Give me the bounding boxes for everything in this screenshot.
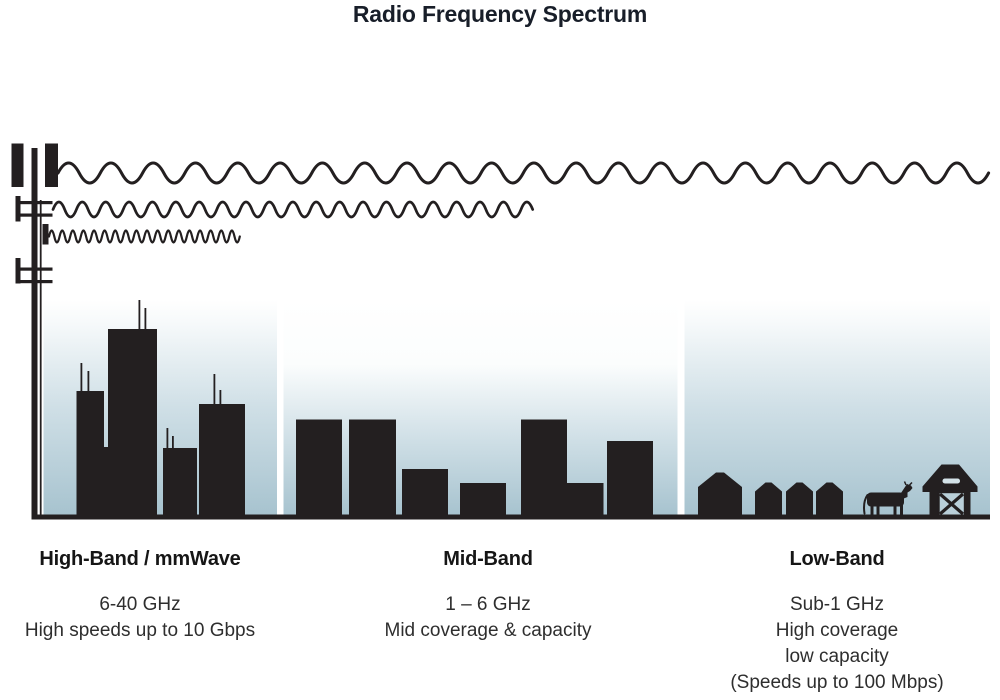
band-description: 1 – 6 GHz Mid coverage & capacity [384, 594, 592, 641]
antenna-panel [45, 143, 58, 187]
mid-rise-buildings-icon [296, 419, 653, 516]
rooftop-antennas [80, 300, 222, 450]
cow-icon [863, 481, 913, 519]
page-title: Radio Frequency Spectrum [352, 1, 648, 27]
rural-scene [698, 464, 978, 519]
radio-waves [47, 161, 991, 244]
city-skyline-icon [76, 300, 245, 515]
high-band-label: High-Band / mmWave 6-40 GHz High speeds … [10, 548, 270, 641]
spectrum-illustration [11, 143, 991, 520]
house-icon [755, 482, 782, 516]
mid-band-wave [51, 200, 535, 219]
tower-mast [31, 148, 38, 520]
antenna-panel [42, 224, 49, 245]
mid-band-label: Mid-Band 1 – 6 GHz Mid coverage & capaci… [358, 548, 618, 641]
ground-line [31, 514, 990, 520]
high-band-wave [47, 229, 241, 244]
house-icon [786, 482, 813, 516]
band-heading: Mid-Band [443, 548, 533, 570]
house-icon [698, 472, 742, 516]
band-heading: Low-Band [789, 548, 885, 570]
low-band-wave [56, 161, 991, 185]
antenna-panel [15, 258, 21, 284]
antenna-panel [11, 143, 24, 187]
band-heading: High-Band / mmWave [39, 548, 241, 570]
band-description: Sub-1 GHz High coverage low capacity (Sp… [730, 594, 944, 693]
cell-tower-icon [11, 143, 58, 520]
low-band-label: Low-Band Sub-1 GHz High coverage low cap… [677, 548, 997, 693]
barn-loft-vent [942, 478, 960, 484]
house-icon [816, 482, 843, 516]
antenna-panel [15, 196, 21, 222]
band-description: 6-40 GHz High speeds up to 10 Gbps [24, 594, 256, 641]
